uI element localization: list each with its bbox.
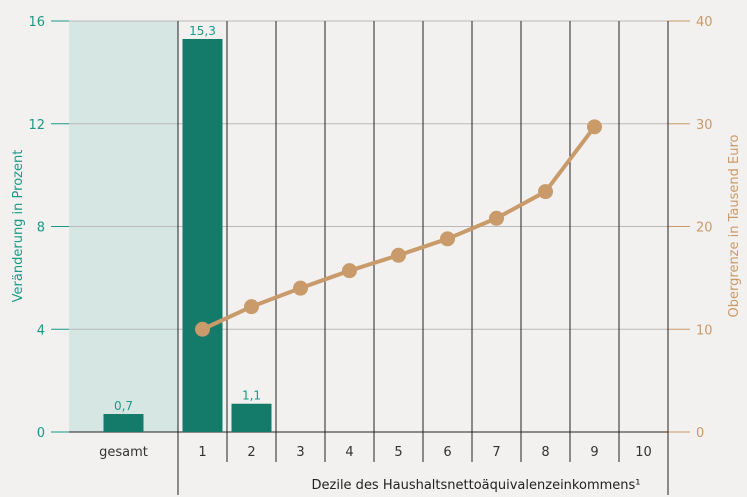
right-tick-label-40: 40: [696, 15, 713, 30]
bar-label-2: 1,1: [242, 389, 261, 403]
threshold-point-7: [489, 210, 504, 226]
left-tick-label-16: 16: [28, 15, 45, 30]
threshold-point-1: [195, 321, 210, 337]
category-label-3: 3: [296, 445, 304, 460]
left-tick-label-12: 12: [28, 118, 45, 133]
bar-label-1: 15,3: [189, 24, 216, 38]
category-label-10: 10: [635, 445, 652, 460]
right-tick-label-30: 30: [696, 118, 713, 133]
right-axis-title: Obergrenze in Tausend Euro: [727, 134, 742, 317]
left-tick-label-4: 4: [37, 323, 45, 338]
threshold-point-3: [293, 280, 308, 296]
category-label-4: 4: [345, 445, 353, 460]
left-tick-label-8: 8: [37, 221, 45, 236]
category-label-9: 9: [590, 445, 598, 460]
right-tick-label-10: 10: [696, 323, 713, 338]
threshold-point-8: [538, 184, 553, 200]
right-tick-label-20: 20: [696, 221, 713, 236]
bar-2: [231, 403, 272, 432]
left-tick-label-0: 0: [37, 426, 45, 441]
category-label-gesamt: gesamt: [99, 445, 148, 460]
category-label-1: 1: [198, 445, 206, 460]
threshold-point-6: [440, 231, 455, 247]
category-label-8: 8: [541, 445, 549, 460]
left-axis-title: Veränderung in Prozent: [11, 150, 26, 303]
threshold-point-4: [342, 263, 357, 279]
threshold-point-9: [587, 119, 602, 135]
bar-gesamt: [103, 414, 144, 432]
threshold-point-5: [391, 247, 406, 263]
category-label-2: 2: [247, 445, 255, 460]
threshold-line: [201, 125, 597, 332]
threshold-point-2: [244, 299, 259, 315]
bar-label-gesamt: 0,7: [114, 399, 133, 413]
category-label-7: 7: [492, 445, 500, 460]
bar-1: [182, 38, 223, 432]
x-axis-title: Dezile des Haushaltsnettoäquivalenzeinko…: [312, 478, 641, 493]
category-label-6: 6: [443, 445, 451, 460]
right-tick-label-0: 0: [696, 426, 704, 441]
category-label-5: 5: [394, 445, 402, 460]
